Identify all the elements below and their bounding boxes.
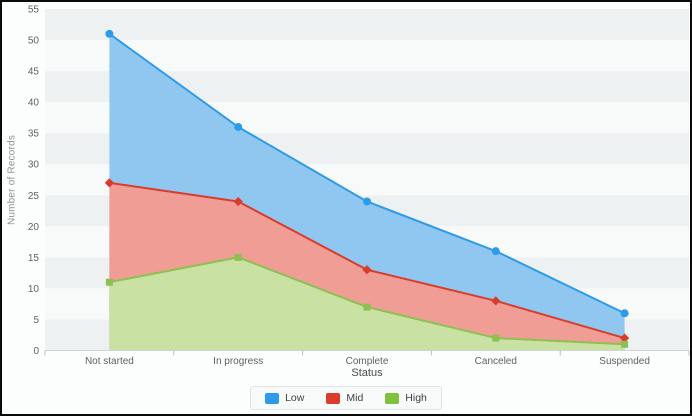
x-tick-label: Complete xyxy=(346,356,389,367)
y-tick-label: 10 xyxy=(28,284,40,295)
area-fill-high xyxy=(109,257,625,351)
marker-low-2[interactable] xyxy=(363,197,371,206)
y-tick-label: 55 xyxy=(28,5,40,16)
x-tick-label: Suspended xyxy=(599,356,650,367)
legend-item-high[interactable]: High xyxy=(385,392,427,404)
marker-high-3[interactable] xyxy=(492,334,500,342)
marker-mid-3[interactable] xyxy=(491,296,501,306)
marker-mid-4[interactable] xyxy=(620,333,630,343)
legend: Low Mid High xyxy=(0,386,692,410)
y-tick-label: 40 xyxy=(28,98,40,109)
y-tick-label: 20 xyxy=(28,222,40,233)
marker-high-1[interactable] xyxy=(234,253,242,261)
y-tick-label: 30 xyxy=(28,160,40,171)
legend-item-low[interactable]: Low xyxy=(265,392,304,404)
marker-high-4[interactable] xyxy=(621,340,629,348)
legend-box: Low Mid High xyxy=(250,386,442,410)
marker-mid-2[interactable] xyxy=(362,265,372,275)
legend-item-label: High xyxy=(405,392,427,404)
x-tick-label: In progress xyxy=(213,356,263,367)
legend-item-label: Mid xyxy=(346,392,364,404)
marker-low-4[interactable] xyxy=(620,309,629,318)
y-tick-label: 0 xyxy=(33,346,39,357)
y-tick-label: 15 xyxy=(28,253,40,264)
x-tick-label: Canceled xyxy=(475,356,517,367)
y-tick-label: 50 xyxy=(28,36,40,47)
x-axis-title: Status xyxy=(351,367,383,379)
marker-high-2[interactable] xyxy=(363,303,371,311)
y-axis-title: Number of Records xyxy=(6,134,18,226)
legend-swatch-high xyxy=(385,392,400,404)
y-tick-label: 5 xyxy=(33,315,39,326)
marker-mid-1[interactable] xyxy=(233,196,243,207)
legend-item-mid[interactable]: Mid xyxy=(326,392,363,404)
marker-mid-0[interactable] xyxy=(104,178,114,188)
marker-low-1[interactable] xyxy=(234,122,243,131)
marker-low-0[interactable] xyxy=(105,29,114,38)
legend-swatch-low xyxy=(265,392,280,404)
y-tick-label: 35 xyxy=(28,129,40,140)
area-chart-canvas[interactable]: 0 5 10 15 20 25 30 35 40 45 50 55 Not started In prog… xyxy=(0,0,692,384)
marker-low-3[interactable] xyxy=(491,247,500,256)
marker-high-0[interactable] xyxy=(105,278,113,286)
y-tick-label: 25 xyxy=(28,191,40,202)
y-tick-label: 45 xyxy=(28,67,40,78)
legend-swatch-mid xyxy=(326,392,341,404)
grid-band xyxy=(45,9,689,41)
x-tick-label: Not started xyxy=(85,356,134,367)
legend-item-label: Low xyxy=(285,392,305,404)
